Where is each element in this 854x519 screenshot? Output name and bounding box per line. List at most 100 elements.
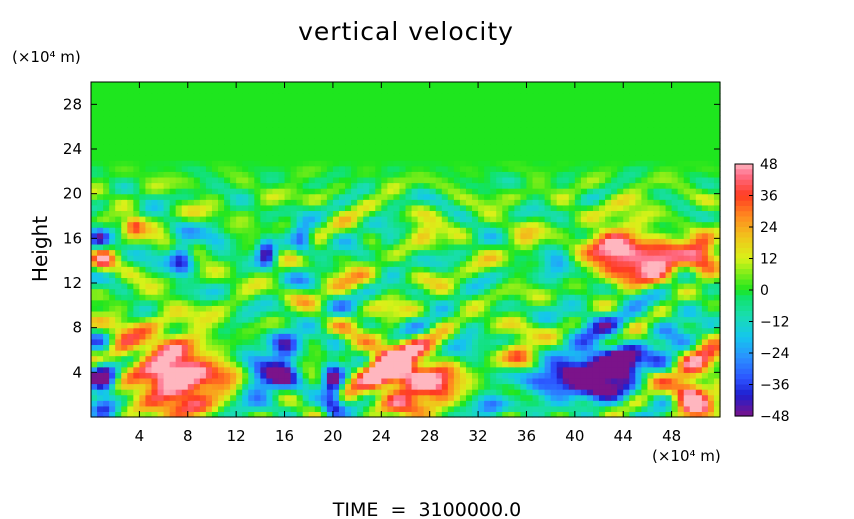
heatmap-cell — [671, 394, 679, 401]
heatmap-cell — [357, 277, 364, 284]
heatmap-cell — [683, 383, 691, 390]
heatmap-cell — [181, 305, 189, 312]
heatmap-cell — [556, 266, 564, 273]
heatmap-cell — [599, 405, 606, 413]
heatmap-cell — [345, 221, 352, 228]
heatmap-cell — [369, 361, 376, 368]
heatmap-cell — [357, 405, 364, 413]
heatmap-cell — [375, 366, 382, 373]
heatmap-cell — [248, 182, 255, 189]
heatmap-cell — [472, 327, 479, 334]
heatmap-cell — [641, 333, 649, 340]
heatmap-cell — [484, 227, 491, 234]
heatmap-cell — [713, 372, 721, 379]
heatmap-cell — [701, 188, 709, 195]
heatmap-cell — [465, 283, 473, 290]
heatmap-cell — [211, 232, 219, 239]
heatmap-cell — [224, 227, 231, 234]
heatmap-cell — [599, 243, 606, 251]
heatmap-cell — [496, 405, 503, 413]
heatmap-cell — [677, 294, 685, 301]
heatmap-cell — [677, 394, 685, 401]
heatmap-cell — [599, 255, 606, 262]
heatmap-cell — [139, 171, 147, 178]
heatmap-cell — [453, 277, 461, 284]
heatmap-cell — [441, 193, 449, 200]
heatmap-cell — [580, 227, 588, 234]
heatmap-cell — [586, 188, 594, 195]
heatmap-cell — [490, 350, 497, 357]
heatmap-cell — [127, 160, 134, 167]
heatmap-cell — [701, 366, 709, 373]
heatmap-cell — [532, 366, 540, 373]
heatmap-cell — [405, 361, 413, 368]
heatmap-cell — [290, 149, 298, 156]
heatmap-cell — [103, 171, 110, 178]
heatmap-cell — [91, 249, 98, 256]
heatmap-cell — [369, 210, 376, 217]
heatmap-cell — [423, 271, 431, 279]
heatmap-cell — [635, 322, 642, 329]
heatmap-cell — [532, 154, 540, 161]
heatmap-cell — [605, 182, 612, 189]
heatmap-cell — [345, 288, 352, 295]
heatmap-cell — [230, 344, 237, 351]
heatmap-cell — [302, 294, 310, 301]
heatmap-cell — [369, 383, 376, 390]
heatmap-cell — [157, 338, 165, 346]
heatmap-cell — [496, 283, 503, 290]
heatmap-cell — [133, 316, 140, 323]
heatmap-cell — [127, 260, 134, 267]
heatmap-cell — [266, 283, 274, 290]
heatmap-cell — [453, 266, 461, 273]
heatmap-cell — [520, 411, 528, 418]
heatmap-cell — [145, 383, 153, 390]
heatmap-cell — [599, 154, 606, 161]
heatmap-cell — [478, 216, 485, 223]
heatmap-cell — [514, 389, 522, 396]
heatmap-cell — [260, 227, 267, 234]
heatmap-cell — [205, 299, 213, 306]
heatmap-cell — [441, 199, 449, 206]
heatmap-cell — [97, 361, 104, 368]
heatmap-cell — [169, 277, 177, 284]
heatmap-cell — [405, 176, 413, 184]
heatmap-cell — [218, 366, 225, 373]
heatmap-cell — [586, 182, 594, 189]
heatmap-cell — [387, 149, 395, 156]
heatmap-cell — [617, 355, 624, 362]
heatmap-cell — [121, 216, 128, 223]
heatmap-cell — [478, 299, 485, 306]
heatmap-cell — [332, 283, 340, 290]
heatmap-cell — [145, 255, 153, 262]
heatmap-cell — [599, 249, 606, 256]
heatmap-cell — [447, 255, 455, 262]
heatmap-cell — [121, 350, 128, 357]
heatmap-cell — [568, 266, 576, 273]
heatmap-cell — [193, 210, 201, 217]
heatmap-cell — [586, 389, 594, 396]
heatmap-cell — [665, 165, 673, 172]
heatmap-cell — [236, 355, 243, 362]
heatmap-cell — [363, 271, 370, 279]
heatmap-cell — [453, 310, 461, 318]
heatmap-cell — [91, 327, 98, 334]
heatmap-cell — [332, 255, 340, 262]
heatmap-cell — [659, 355, 667, 362]
heatmap-cell — [272, 366, 280, 373]
heatmap-cell — [218, 405, 225, 413]
heatmap-cell — [713, 277, 721, 284]
heatmap-cell — [357, 210, 364, 217]
heatmap-cell — [629, 283, 636, 290]
heatmap-cell — [532, 204, 540, 212]
heatmap-cell — [278, 255, 286, 262]
heatmap-cell — [429, 210, 437, 217]
heatmap-cell — [617, 171, 624, 178]
heatmap-cell — [683, 361, 691, 368]
heatmap-cell — [127, 243, 134, 251]
heatmap-cell — [157, 176, 165, 184]
heatmap-cell — [332, 232, 340, 239]
heatmap-cell — [133, 165, 140, 172]
heatmap-cell — [151, 210, 159, 217]
heatmap-cell — [314, 260, 322, 267]
